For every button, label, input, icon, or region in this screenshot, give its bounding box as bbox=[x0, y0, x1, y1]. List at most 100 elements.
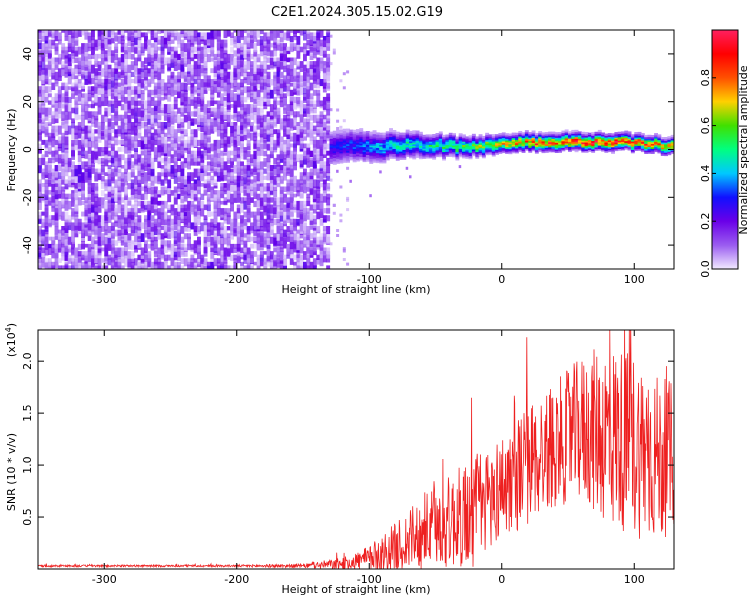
spectrogram-cell-1556 bbox=[147, 136, 152, 145]
spectrogram-cell-4143 bbox=[332, 139, 337, 142]
spectrogram-cell-4718 bbox=[438, 149, 443, 153]
spectrogram-cell-4411 bbox=[375, 150, 380, 154]
spectrogram-cell-4504 bbox=[392, 141, 397, 144]
spectrogram-cell-2448 bbox=[210, 30, 215, 38]
spectrogram-cell-1665 bbox=[153, 82, 158, 90]
spectrogram-cell-1122 bbox=[117, 229, 122, 236]
spectrogram-cell-3064 bbox=[253, 61, 258, 65]
spectrogram-cell-3592 bbox=[289, 30, 294, 33]
spectrogram-cell-3888 bbox=[312, 186, 317, 194]
spectrogram-cell-4074 bbox=[326, 132, 331, 139]
spectrogram-cell-2180 bbox=[190, 39, 195, 45]
spectrogram-cell-4311 bbox=[359, 158, 364, 161]
spectrogram-cell-4628 bbox=[418, 156, 423, 160]
spectrogram-cell-4526 bbox=[395, 135, 400, 138]
spectrogram-cell-4111 bbox=[329, 150, 334, 153]
spectrogram-cell-2231 bbox=[197, 258, 201, 265]
spectrogram-cell-2551 bbox=[220, 233, 225, 239]
spectrogram-cell-3231 bbox=[266, 154, 271, 163]
spectrogram-cell-4957 bbox=[495, 134, 499, 137]
spectrogram-cell-2017 bbox=[180, 193, 185, 200]
spectrogram-cell-2617 bbox=[223, 150, 228, 156]
spectrogram-cell-1571 bbox=[147, 68, 152, 74]
spectrogram-cell-4641 bbox=[418, 135, 423, 138]
spectrogram-cell-4517 bbox=[395, 150, 400, 153]
spectrogram-cell-1116 bbox=[117, 258, 122, 266]
spectrogram-cell-2877 bbox=[240, 53, 244, 60]
spectrogram-cell-3793 bbox=[306, 183, 311, 192]
spectrogram-cell-2692 bbox=[230, 254, 234, 262]
spectrogram-cell-2277 bbox=[197, 36, 201, 45]
spectrogram-cell-1642 bbox=[153, 200, 158, 210]
spectrogram-cell-4865 bbox=[471, 138, 476, 142]
spectrogram-cell-2827 bbox=[236, 36, 241, 43]
spectrogram-cell-1403 bbox=[137, 200, 142, 207]
spectrogram-cell-663 bbox=[84, 79, 89, 85]
spectrogram-cell-1277 bbox=[127, 114, 132, 124]
spectrogram-cell-3875 bbox=[312, 240, 317, 248]
spectrogram-cell-2130 bbox=[187, 86, 191, 91]
spectrogram-cell-3685 bbox=[299, 243, 304, 254]
spectrogram-cell-3645 bbox=[296, 229, 301, 234]
spectrogram-cell-54 bbox=[41, 251, 46, 258]
spectrogram-cell-3952 bbox=[316, 71, 321, 80]
spectrogram-cell-4480 bbox=[389, 151, 393, 154]
spectrogram-cell-4148 bbox=[332, 130, 337, 133]
spectrogram-cell-1099 bbox=[114, 93, 119, 101]
spectrogram-cell-3800 bbox=[306, 147, 311, 155]
spectrogram-cell-2151 bbox=[190, 204, 195, 212]
spectrogram-cell-4390 bbox=[372, 153, 377, 156]
spectrogram-cell-2509 bbox=[216, 190, 221, 199]
spectrogram-cell-3918 bbox=[312, 32, 317, 42]
spectrogram-cell-4751 bbox=[445, 144, 450, 147]
spectrogram-cell-4975 bbox=[501, 142, 506, 145]
spectrogram-cell-488 bbox=[71, 68, 75, 74]
spectrogram-cell-541 bbox=[74, 30, 79, 39]
spectrogram-cell-1713 bbox=[157, 86, 162, 94]
spectrogram-cell-4397 bbox=[372, 141, 377, 145]
spectrogram-cell-2477 bbox=[213, 139, 218, 147]
spectrogram-cell-1840 bbox=[167, 136, 172, 142]
spectrogram-cell-2811 bbox=[236, 114, 241, 122]
spectrogram-cell-4616 bbox=[415, 148, 420, 152]
spectrogram-cell-3519 bbox=[286, 147, 291, 156]
spectrogram-cell-277 bbox=[54, 30, 59, 38]
spectrogram-cell-4930 bbox=[488, 137, 493, 141]
spectrogram-cell-4925 bbox=[488, 146, 493, 149]
spectrogram-cell-3837 bbox=[309, 186, 314, 195]
spectrogram-cell-1365 bbox=[134, 150, 138, 160]
spectrogram-cell-2102 bbox=[187, 233, 191, 240]
spectrogram-cell-911 bbox=[100, 30, 105, 35]
spectrogram-cell-4800 bbox=[458, 155, 463, 158]
spectrogram-cell-3717 bbox=[299, 107, 304, 115]
spectrogram-cell-978 bbox=[107, 186, 112, 192]
spectrogram-cell-3087 bbox=[256, 172, 261, 182]
spectrogram-cell-1540 bbox=[147, 211, 152, 221]
spectrogram-cell-4959 bbox=[498, 149, 503, 153]
spectrogram-cell-2091 bbox=[183, 53, 188, 60]
spectrogram-cell-4855 bbox=[468, 135, 473, 138]
spectrogram-cell-3022 bbox=[253, 261, 258, 266]
spectrogram-cell-348 bbox=[61, 114, 66, 121]
spectrogram-cell-3872 bbox=[312, 251, 317, 256]
spectrogram-cell-184 bbox=[47, 39, 52, 49]
spectrogram-cell-876 bbox=[100, 226, 105, 232]
spectrogram-cell-1176 bbox=[120, 154, 125, 161]
spectrogram-cell-4574 bbox=[405, 132, 410, 136]
spectrogram-cell-2715 bbox=[230, 132, 234, 137]
spectrogram-cell-2284 bbox=[200, 200, 205, 209]
spectrogram-cell-2882 bbox=[240, 30, 244, 38]
spectrogram-cell-2069 bbox=[183, 183, 188, 192]
spectrogram-cell-207 bbox=[51, 154, 56, 160]
spectrogram-cell-2665 bbox=[226, 172, 231, 177]
spectrogram-cell-1661 bbox=[153, 100, 158, 106]
spectrogram-cell-684 bbox=[87, 222, 92, 231]
spectrogram-cell-4508 bbox=[392, 135, 397, 138]
spectrogram-cell-4661 bbox=[425, 151, 430, 154]
spectrogram-cell-3855 bbox=[309, 96, 314, 104]
spectrogram-cell-3493 bbox=[283, 43, 287, 51]
spectrogram-cell-2326 bbox=[203, 222, 208, 231]
spectrogram-cell-1241 bbox=[124, 71, 128, 76]
spectrogram-cell-1308 bbox=[130, 204, 135, 213]
